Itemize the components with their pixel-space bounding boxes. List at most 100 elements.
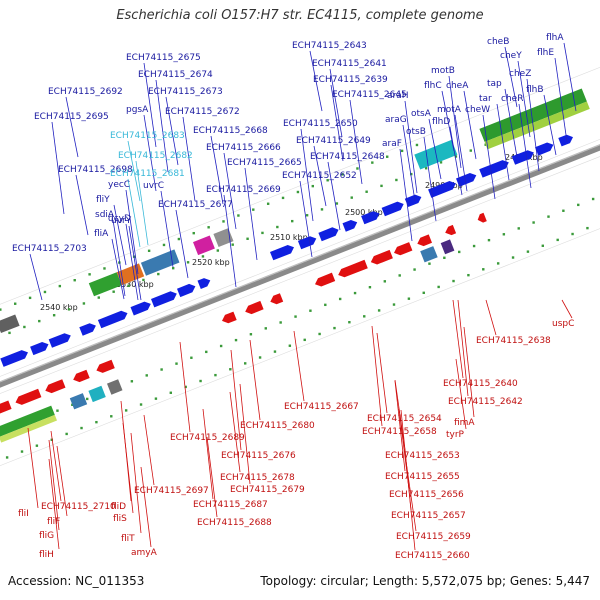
forward-gene-arrow[interactable]: [558, 134, 573, 147]
forward-gene-arrow[interactable]: [30, 342, 49, 356]
gene-label[interactable]: sdiA: [95, 210, 115, 220]
gene-label[interactable]: dcyD: [108, 214, 131, 224]
gene-label[interactable]: ECH74115_2682: [118, 151, 193, 161]
gene-label[interactable]: ECH74115_2652: [282, 171, 357, 181]
gene-label[interactable]: ECH74115_2657: [391, 511, 466, 521]
gene-label[interactable]: ECH74115_2680: [240, 421, 315, 431]
gene-label[interactable]: yecC: [108, 180, 130, 190]
gene-label[interactable]: fliD: [111, 502, 126, 512]
gene-label[interactable]: uvrC: [143, 181, 164, 191]
forward-gene-arrow[interactable]: [428, 181, 456, 198]
reverse-gene-arrow[interactable]: [394, 242, 413, 256]
gene-label[interactable]: ECH74115_2675: [126, 53, 201, 63]
gene-label[interactable]: cheB: [487, 37, 509, 47]
gene-label[interactable]: fliF: [47, 517, 60, 527]
gene-label[interactable]: ECH74115_2649: [296, 136, 371, 146]
gene-label[interactable]: araF: [382, 139, 402, 149]
forward-gene-arrow[interactable]: [79, 323, 96, 336]
forward-gene-arrow[interactable]: [404, 194, 422, 207]
gene-label[interactable]: flhB: [526, 85, 544, 95]
forward-gene-arrow[interactable]: [361, 211, 380, 225]
reverse-gene-arrow[interactable]: [338, 259, 368, 278]
forward-gene-arrow[interactable]: [197, 278, 211, 289]
gene-label[interactable]: uvrY: [111, 216, 132, 226]
gene-label[interactable]: motB: [431, 66, 455, 76]
gene-label[interactable]: flhE: [537, 48, 554, 58]
gene-label[interactable]: fliS: [113, 514, 127, 524]
gene-label[interactable]: tap: [487, 79, 502, 89]
gene-label[interactable]: cheA: [446, 81, 469, 91]
reverse-gene-arrow[interactable]: [445, 224, 457, 236]
gene-label[interactable]: ECH74115_2678: [220, 473, 295, 483]
gene-label[interactable]: fliY: [96, 195, 110, 205]
gene-label[interactable]: ECH74115_2697: [134, 486, 209, 496]
gene-label[interactable]: fliG: [39, 531, 54, 541]
gene-label[interactable]: ECH74115_2653: [385, 451, 460, 461]
gene-label[interactable]: ECH74115_2703: [12, 244, 87, 254]
gene-label[interactable]: tar: [479, 94, 492, 104]
gene-label[interactable]: flhD: [432, 117, 450, 127]
gene-label[interactable]: ECH74115_2677: [158, 200, 233, 210]
reverse-gene-arrow[interactable]: [73, 369, 90, 383]
gene-label[interactable]: ECH74115_2639: [313, 75, 388, 85]
forward-gene-arrow[interactable]: [381, 201, 404, 217]
gene-label[interactable]: ECH74115_2674: [138, 70, 213, 80]
gene-label[interactable]: fliI: [18, 509, 29, 519]
gene-label[interactable]: cheR: [501, 94, 523, 104]
gene-label[interactable]: ECH74115_2665: [227, 158, 302, 168]
gene-label[interactable]: ECH74115_2645: [332, 90, 407, 100]
reverse-gene-arrow[interactable]: [370, 249, 393, 265]
gene-label[interactable]: fliH: [39, 550, 54, 560]
gene-label[interactable]: tyrP: [446, 430, 465, 440]
gene-label[interactable]: ECH74115_2673: [148, 87, 223, 97]
reverse-gene-arrow[interactable]: [0, 400, 12, 416]
reverse-gene-arrow[interactable]: [45, 379, 66, 394]
gene-label[interactable]: ECH74115_2643: [292, 41, 367, 51]
forward-gene-arrow[interactable]: [456, 173, 477, 187]
gene-label[interactable]: ECH74115_2640: [443, 379, 518, 389]
reverse-gene-arrow[interactable]: [315, 272, 336, 287]
gene-label[interactable]: ECH74115_2648: [310, 152, 385, 162]
gene-label[interactable]: flhA: [546, 33, 564, 43]
reverse-gene-arrow[interactable]: [270, 293, 284, 305]
gene-label[interactable]: ECH74115_2669: [206, 185, 281, 195]
gene-label[interactable]: ECH74115_2655: [385, 472, 460, 482]
gene-label[interactable]: ECH74115_2676: [221, 451, 296, 461]
gene-label[interactable]: ECH74115_2650: [283, 119, 358, 129]
gene-label[interactable]: ECH74115_2692: [48, 87, 123, 97]
gene-label[interactable]: motA: [437, 105, 462, 115]
gene-label[interactable]: ECH74115_2654: [367, 414, 442, 424]
forward-gene-arrow[interactable]: [48, 333, 71, 348]
gene-label[interactable]: fliT: [121, 534, 135, 544]
gene-label[interactable]: cheW: [465, 105, 490, 115]
gene-label[interactable]: ECH74115_2698: [58, 165, 133, 175]
reverse-gene-arrow[interactable]: [477, 212, 487, 223]
forward-gene-arrow[interactable]: [97, 310, 128, 329]
gene-label[interactable]: ECH74115_2666: [206, 143, 281, 153]
gene-label[interactable]: ECH74115_2672: [165, 107, 240, 117]
gene-label[interactable]: ECH74115_2695: [34, 112, 109, 122]
reverse-gene-arrow[interactable]: [245, 300, 264, 315]
gene-label[interactable]: ECH74115_2641: [312, 59, 387, 69]
forward-gene-arrow[interactable]: [151, 291, 177, 308]
forward-gene-arrow[interactable]: [535, 142, 554, 156]
reverse-gene-arrow[interactable]: [222, 311, 237, 324]
gene-label[interactable]: ECH74115_2667: [284, 402, 359, 412]
forward-gene-arrow[interactable]: [342, 220, 358, 232]
gene-label[interactable]: ECH74115_2710: [41, 502, 116, 512]
gene-label[interactable]: ECH74115_2658: [362, 427, 437, 437]
forward-gene-arrow[interactable]: [270, 245, 294, 261]
gene-label[interactable]: ECH74115_2687: [193, 500, 268, 510]
forward-gene-arrow[interactable]: [318, 227, 339, 242]
reverse-gene-arrow[interactable]: [15, 388, 42, 405]
forward-gene-arrow[interactable]: [130, 301, 151, 316]
gene-label[interactable]: uspC: [552, 319, 574, 329]
gene-label[interactable]: ECH74115_2642: [448, 397, 523, 407]
reverse-gene-arrow[interactable]: [96, 359, 115, 373]
gene-label[interactable]: ECH74115_2688: [197, 518, 272, 528]
forward-gene-arrow[interactable]: [479, 160, 509, 178]
gene-label[interactable]: otsB: [406, 127, 426, 137]
gene-label[interactable]: amyA: [131, 548, 158, 558]
gene-label[interactable]: fliA: [94, 229, 109, 239]
